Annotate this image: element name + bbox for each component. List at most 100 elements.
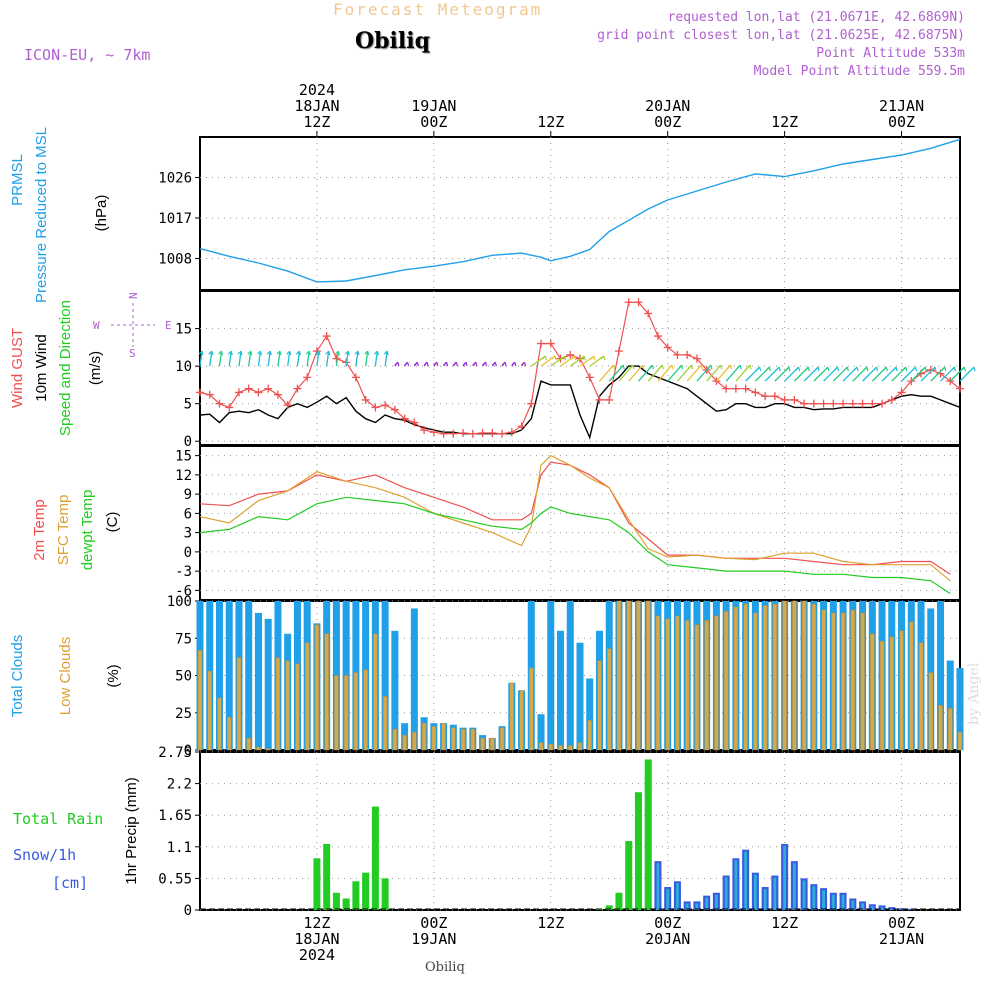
snow-bar-core <box>783 845 787 910</box>
wind-gust-marker <box>644 309 653 318</box>
low-cloud-bar <box>899 630 904 751</box>
snow-bar-core <box>656 863 660 910</box>
y-tick-label-pressure: 1008 <box>158 252 192 268</box>
wind-direction-arrow-head <box>765 366 771 372</box>
time-label-bottom: 12Z <box>771 914 798 932</box>
y-tick-label-temp: -6 <box>175 583 192 599</box>
wind-direction-arrow-head <box>688 364 694 370</box>
low-cloud-bar <box>236 657 242 751</box>
wind-direction-arrow-head <box>237 350 243 356</box>
wind-direction-arrow <box>248 351 252 367</box>
wind-direction-arrow-head <box>853 366 859 372</box>
low-cloud-bar <box>821 609 826 751</box>
wind-direction-arrow-head <box>775 366 781 372</box>
total-cloud-bar <box>956 668 964 750</box>
wind-gust-marker <box>614 347 623 356</box>
y-tick-label-wind: 15 <box>175 322 192 338</box>
low-cloud-bar <box>490 737 495 751</box>
time-label-top: 2024 <box>299 81 335 99</box>
low-cloud-bar <box>548 743 553 751</box>
low-cloud-bar <box>879 640 885 751</box>
low-cloud-bar <box>607 648 612 751</box>
low-cloud-bar <box>909 621 914 751</box>
wind-direction-arrow <box>296 351 301 367</box>
rain-bar <box>332 892 340 910</box>
low-cloud-bar <box>928 672 933 751</box>
station-name: Obiliq <box>355 28 431 54</box>
wind-direction-arrow-head <box>629 364 635 370</box>
wind-gust-marker <box>381 401 390 410</box>
low-cloud-bar <box>850 609 856 751</box>
rain-bar <box>352 881 360 910</box>
wind-gust-marker <box>468 429 477 438</box>
wind-direction-arrow-head <box>717 364 723 370</box>
total-cloud-bar <box>225 601 233 750</box>
low-cloud-bar <box>256 746 261 751</box>
wind-gust-marker <box>790 395 799 404</box>
snow-bar-core <box>724 877 728 910</box>
wind-gust-marker <box>731 384 740 393</box>
low-cloud-bar <box>460 728 466 751</box>
y-tick-label-clouds: 0 <box>184 743 192 759</box>
wind-direction-arrow-head <box>600 355 606 361</box>
low-cloud-bar <box>860 612 865 751</box>
wind-direction-arrow <box>335 351 340 367</box>
total-cloud-bar <box>937 601 945 750</box>
time-label-bottom: 00Z <box>654 914 681 932</box>
wind-direction-arrow <box>345 351 349 367</box>
low-cloud-bar <box>324 633 329 751</box>
low-cloud-bar <box>334 675 339 751</box>
panel-label-wind-3: Speed and Direction <box>57 300 74 436</box>
low-cloud-bar <box>265 748 271 751</box>
time-label-bottom: 2024 <box>299 946 335 964</box>
snow-bar <box>888 907 896 910</box>
wind-direction-arrow-head <box>697 364 703 370</box>
wind-gust-marker <box>322 332 331 341</box>
low-cloud-bar <box>792 600 797 751</box>
wind-gust-marker <box>371 403 380 412</box>
wind-gust-marker <box>809 399 818 408</box>
low-cloud-bar <box>217 697 222 751</box>
wind-gust-marker <box>858 399 867 408</box>
low-cloud-bar <box>343 675 349 751</box>
wind-direction-arrow-head <box>824 366 830 372</box>
low-cloud-bar <box>957 731 963 751</box>
low-cloud-bar <box>597 660 602 751</box>
wind-gust-marker <box>234 388 243 397</box>
wind-direction-arrow <box>364 351 369 367</box>
wind-direction-arrow-head <box>843 366 849 372</box>
time-label-top: 21JAN <box>879 97 924 115</box>
wind-gust-marker <box>546 339 555 348</box>
wind-gust-marker <box>410 418 419 427</box>
total-cloud-bar <box>537 714 545 750</box>
low-cloud-bar <box>811 603 817 751</box>
wind-direction-arrow-head <box>227 350 233 356</box>
total-cloud-bar <box>547 601 555 750</box>
total-cloud-bar <box>586 678 594 750</box>
gridpoint-coords: grid point closest lon,lat (21.0625E, 42… <box>597 28 965 43</box>
wind-gust-marker <box>293 384 302 393</box>
low-cloud-bar <box>304 642 310 751</box>
wind-gust-marker <box>527 399 536 408</box>
snow-bar-core <box>880 907 884 910</box>
panel-unit-wind: (m/s) <box>87 351 104 385</box>
total-cloud-bar <box>410 608 418 750</box>
time-label-top: 18JAN <box>294 97 339 115</box>
wind-direction-arrow-head <box>344 350 350 356</box>
rain-bar <box>381 878 389 910</box>
wind-direction-arrow-head <box>354 350 360 356</box>
wind-direction-arrow-head <box>970 366 976 372</box>
wind-direction-arrow-head <box>785 366 791 372</box>
low-cloud-bar <box>353 672 359 751</box>
time-label-bottom: 20JAN <box>645 930 690 948</box>
panel-label-wind-1: Wind GUST <box>9 328 26 408</box>
y-tick-label-pressure: 1026 <box>158 171 192 187</box>
snow-bar <box>898 908 906 910</box>
wind-direction-arrow <box>384 351 388 367</box>
wind-gust-marker <box>429 428 438 437</box>
wind-gust-marker <box>751 388 760 397</box>
low-cloud-bar <box>538 742 544 751</box>
panel-label-precip-2: Snow/1h <box>13 846 76 864</box>
panel-frame-pressure <box>199 136 961 291</box>
wind-gust-marker <box>254 388 263 397</box>
